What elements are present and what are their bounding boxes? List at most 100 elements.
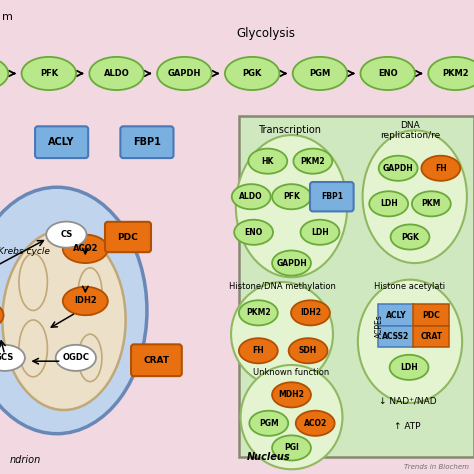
Ellipse shape bbox=[412, 191, 451, 216]
Ellipse shape bbox=[232, 184, 271, 210]
Text: Glycolysis: Glycolysis bbox=[236, 27, 295, 40]
Text: IDH2: IDH2 bbox=[300, 309, 321, 317]
Text: PFK: PFK bbox=[283, 192, 300, 201]
Ellipse shape bbox=[46, 222, 86, 247]
Text: GAPDH: GAPDH bbox=[383, 164, 413, 173]
Text: PGI: PGI bbox=[284, 444, 299, 452]
Text: ENO: ENO bbox=[245, 228, 263, 237]
Ellipse shape bbox=[272, 435, 311, 460]
Text: ACO2: ACO2 bbox=[73, 245, 98, 253]
Text: Histone acetylati: Histone acetylati bbox=[374, 283, 446, 291]
Ellipse shape bbox=[272, 382, 311, 407]
Text: PGM: PGM bbox=[310, 69, 330, 78]
Text: ACO2: ACO2 bbox=[303, 419, 327, 428]
Ellipse shape bbox=[78, 268, 102, 315]
Text: Unknown function: Unknown function bbox=[254, 368, 329, 376]
Text: OGDC: OGDC bbox=[63, 354, 89, 362]
Ellipse shape bbox=[234, 219, 273, 245]
Ellipse shape bbox=[0, 187, 147, 434]
Ellipse shape bbox=[240, 365, 342, 469]
FancyBboxPatch shape bbox=[131, 344, 182, 376]
Ellipse shape bbox=[239, 338, 278, 363]
Ellipse shape bbox=[56, 345, 96, 371]
Text: FBP1: FBP1 bbox=[321, 192, 343, 201]
Text: FH: FH bbox=[435, 164, 447, 173]
Ellipse shape bbox=[21, 57, 76, 90]
Ellipse shape bbox=[363, 130, 467, 263]
Ellipse shape bbox=[272, 184, 311, 210]
FancyBboxPatch shape bbox=[105, 222, 151, 252]
Text: SDH: SDH bbox=[299, 346, 317, 355]
Text: PFK: PFK bbox=[40, 69, 58, 78]
Text: m: m bbox=[2, 12, 13, 22]
Text: FH: FH bbox=[253, 346, 264, 355]
Text: PGK: PGK bbox=[401, 233, 419, 241]
Ellipse shape bbox=[231, 282, 333, 386]
Text: CRAT: CRAT bbox=[144, 356, 169, 365]
Ellipse shape bbox=[421, 155, 460, 181]
Ellipse shape bbox=[358, 280, 462, 403]
Text: ENO: ENO bbox=[378, 69, 398, 78]
Text: Krebs cycle: Krebs cycle bbox=[0, 247, 50, 255]
Text: CS: CS bbox=[60, 230, 73, 239]
Ellipse shape bbox=[63, 235, 108, 263]
Ellipse shape bbox=[293, 149, 332, 174]
FancyBboxPatch shape bbox=[310, 182, 354, 211]
Ellipse shape bbox=[292, 57, 347, 90]
FancyBboxPatch shape bbox=[413, 326, 449, 347]
Text: MDH2: MDH2 bbox=[279, 391, 304, 399]
Text: CRAT: CRAT bbox=[420, 332, 442, 341]
Ellipse shape bbox=[248, 149, 287, 174]
Text: IDH2: IDH2 bbox=[74, 297, 97, 305]
Text: HK: HK bbox=[262, 157, 274, 165]
Text: ALDO: ALDO bbox=[104, 69, 129, 78]
Ellipse shape bbox=[289, 338, 328, 363]
FancyBboxPatch shape bbox=[120, 126, 173, 158]
Ellipse shape bbox=[78, 334, 102, 382]
Ellipse shape bbox=[391, 225, 429, 250]
Text: Transcription: Transcription bbox=[258, 125, 320, 136]
Ellipse shape bbox=[89, 57, 144, 90]
Ellipse shape bbox=[0, 301, 3, 329]
FancyBboxPatch shape bbox=[35, 126, 88, 158]
Ellipse shape bbox=[0, 57, 9, 90]
Ellipse shape bbox=[225, 57, 279, 90]
Ellipse shape bbox=[272, 251, 311, 276]
Ellipse shape bbox=[2, 230, 126, 410]
Text: ACPEs: ACPEs bbox=[375, 314, 383, 338]
Text: PKM: PKM bbox=[422, 200, 441, 208]
Ellipse shape bbox=[63, 287, 108, 315]
Text: LDH: LDH bbox=[400, 363, 418, 372]
Text: LDH: LDH bbox=[380, 200, 398, 208]
Text: PKM2: PKM2 bbox=[442, 69, 469, 78]
Ellipse shape bbox=[0, 345, 25, 371]
Text: ALDO: ALDO bbox=[239, 192, 263, 201]
FancyBboxPatch shape bbox=[378, 304, 414, 326]
Text: ACSS2: ACSS2 bbox=[382, 332, 410, 341]
Text: LDH: LDH bbox=[311, 228, 329, 237]
Text: ACLY: ACLY bbox=[385, 311, 406, 319]
FancyBboxPatch shape bbox=[239, 116, 474, 457]
Text: ndrion: ndrion bbox=[9, 455, 41, 465]
Text: PDC: PDC bbox=[118, 233, 138, 241]
Text: PGK: PGK bbox=[243, 69, 262, 78]
Text: FBP1: FBP1 bbox=[133, 137, 161, 147]
Ellipse shape bbox=[291, 301, 330, 326]
Text: PDC: PDC bbox=[422, 311, 440, 319]
Text: ACLY: ACLY bbox=[48, 137, 75, 147]
Ellipse shape bbox=[360, 57, 415, 90]
Ellipse shape bbox=[428, 57, 474, 90]
Text: PGM: PGM bbox=[259, 419, 279, 428]
FancyBboxPatch shape bbox=[378, 326, 414, 347]
Ellipse shape bbox=[379, 155, 418, 181]
Ellipse shape bbox=[239, 301, 278, 326]
Ellipse shape bbox=[296, 410, 335, 436]
Ellipse shape bbox=[301, 219, 339, 245]
Ellipse shape bbox=[236, 135, 347, 277]
Text: ↑ ATP: ↑ ATP bbox=[394, 422, 421, 431]
Ellipse shape bbox=[249, 410, 288, 436]
Ellipse shape bbox=[19, 320, 47, 377]
Text: Trends in Biochem: Trends in Biochem bbox=[404, 464, 469, 470]
Text: GAPDH: GAPDH bbox=[168, 69, 201, 78]
Text: SCS: SCS bbox=[0, 354, 14, 362]
